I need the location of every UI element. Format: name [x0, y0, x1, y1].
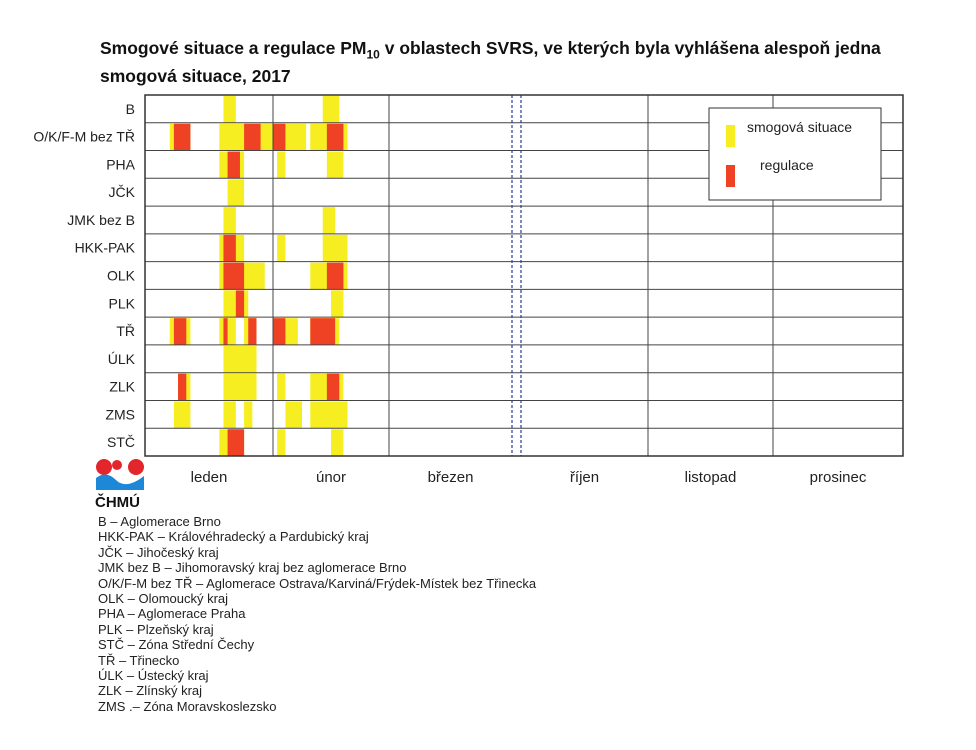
- footnotes: B – Aglomerace Brno HKK-PAK – Královéhrad…: [98, 514, 536, 714]
- row-label: ZLK: [109, 379, 135, 395]
- svg-text:ČHMÚ: ČHMÚ: [95, 493, 140, 511]
- smog-bar: [322, 96, 340, 123]
- regulation-bar: [326, 262, 344, 290]
- row-label: B: [126, 101, 135, 117]
- month-label: březen: [428, 469, 474, 486]
- month-label: prosinec: [810, 469, 867, 486]
- smog-bar: [173, 401, 191, 429]
- smog-bar: [285, 401, 302, 429]
- smog-bar: [331, 429, 344, 456]
- footnote-item: OLK – Olomoucký kraj: [98, 591, 229, 607]
- smog-bar: [310, 401, 348, 429]
- regulation-bar: [273, 318, 286, 345]
- smog-bar: [277, 234, 286, 262]
- footnote-item: JMK bez B – Jihomoravský kraj bez aglome…: [98, 560, 407, 576]
- legend-swatch: [726, 125, 735, 147]
- row-label: HKK-PAK: [75, 240, 136, 256]
- footnote-item: B – Aglomerace Brno: [98, 514, 221, 529]
- legend-swatch: [726, 165, 735, 187]
- row-label: OLK: [107, 268, 136, 284]
- legend: [708, 107, 882, 201]
- regulation-bar: [173, 318, 187, 345]
- smog-bar: [223, 96, 236, 123]
- regulation-bar: [244, 123, 261, 151]
- smog-bar: [223, 401, 236, 429]
- regulation-bar: [178, 373, 187, 401]
- smog-bar: [223, 373, 257, 401]
- smog-bar: [227, 179, 245, 207]
- regulation-bar: [326, 373, 340, 401]
- footnote-item: ZLK – Zlínský kraj: [98, 683, 203, 699]
- legend-label: smogová situace: [747, 119, 852, 135]
- smog-bar: [322, 234, 348, 262]
- regulation-bar: [173, 123, 191, 151]
- row-label: JMK bez B: [67, 212, 135, 228]
- smog-bar: [223, 207, 236, 234]
- regulation-bar: [223, 318, 228, 345]
- regulation-bar: [326, 123, 344, 151]
- footnote-item: PLK – Plzeňský kraj: [98, 621, 214, 637]
- regulation-bar: [235, 290, 245, 318]
- regulation-bar: [248, 318, 257, 345]
- footnote-item: JČK – Jihočeský kraj: [98, 544, 219, 560]
- row-label: TŘ: [116, 323, 135, 339]
- footnote-item: ÚLK – Ústecký kraj: [98, 668, 209, 684]
- row-label: ZMS: [105, 406, 135, 422]
- plot-border: [144, 94, 904, 457]
- smog-bar: [277, 429, 286, 456]
- smog-bar: [326, 151, 344, 179]
- row-label: ÚLK: [108, 351, 136, 367]
- regulation-bar: [223, 234, 236, 262]
- smog-bar: [244, 401, 253, 429]
- chmu-logo: ČHMÚ: [95, 459, 144, 511]
- footnote-item: O/K/F-M bez TŘ – Aglomerace Ostrava/Karv…: [98, 575, 537, 591]
- month-label: únor: [316, 469, 346, 486]
- smog-bar: [277, 373, 286, 401]
- regulation-bar: [227, 151, 240, 179]
- row-label: O/K/F-M bez TŘ: [33, 129, 135, 145]
- row-label: PLK: [109, 295, 136, 311]
- footnote-item: ZMS .– Zóna Moravskoslezsko: [98, 698, 277, 714]
- footnote-item: HKK-PAK – Královéhradecký a Pardubický k…: [98, 529, 369, 545]
- smog-bar: [219, 318, 236, 345]
- month-label: říjen: [570, 469, 599, 486]
- smog-bar: [223, 345, 257, 373]
- month-label: leden: [191, 469, 228, 486]
- footnote-item: STČ – Zóna Střední Čechy: [98, 637, 255, 653]
- row-label: JČK: [109, 184, 136, 200]
- regulation-bar: [273, 123, 286, 151]
- month-label: listopad: [685, 469, 737, 486]
- regulation-bar: [227, 429, 245, 456]
- regulation-bar: [223, 262, 245, 290]
- smog-bar: [322, 207, 336, 234]
- regulation-bar: [310, 318, 336, 345]
- chart-title: Smogové situace a regulace PM10 v oblast…: [100, 38, 881, 86]
- row-label: PHA: [106, 156, 135, 172]
- smog-bar: [277, 151, 286, 179]
- footnote-item: PHA – Aglomerace Praha: [98, 606, 246, 622]
- row-label: STČ: [107, 434, 135, 450]
- footnote-item: TŘ – Třinecko: [98, 652, 180, 668]
- legend-label: regulace: [760, 157, 814, 173]
- smog-bar: [331, 290, 344, 318]
